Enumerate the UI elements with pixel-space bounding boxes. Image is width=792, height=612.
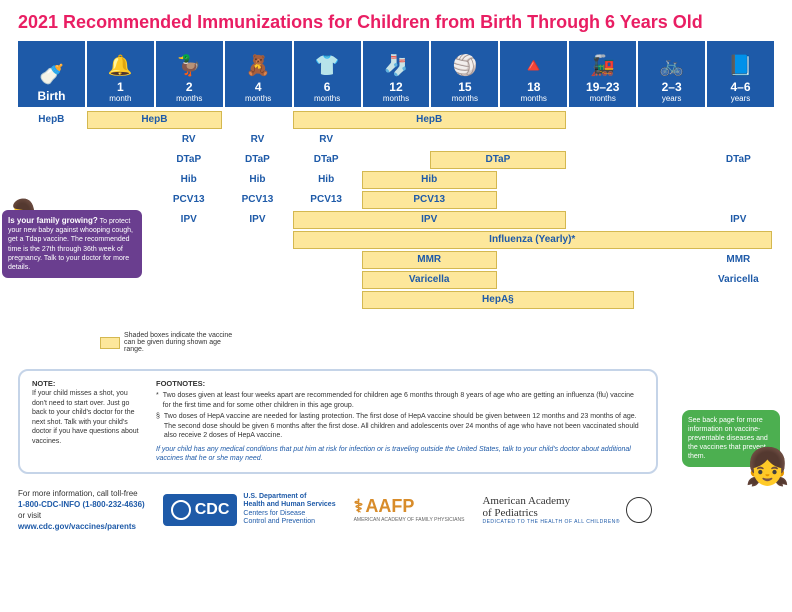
legend-text: Shaded boxes indicate the vaccine can be… <box>124 332 240 353</box>
callout1-body: To protect your new baby against whoopin… <box>8 218 133 271</box>
chart-row: PCV13PCV13PCV13PCV13 <box>18 191 774 209</box>
note-heading: NOTE: <box>32 379 55 388</box>
vaccine-label: PCV13 <box>224 191 291 209</box>
age-column: 🚂19–23months <box>569 41 636 107</box>
vaccine-label: PCV13 <box>155 191 222 209</box>
vaccine-label: Hib <box>155 171 222 189</box>
vaccine-label: IPV <box>224 211 291 229</box>
usdept3: Centers for Disease <box>243 510 305 517</box>
age-column: 🔺18months <box>500 41 567 107</box>
vaccine-label: IPV <box>705 211 772 229</box>
usdept4: Control and Prevention <box>243 518 315 525</box>
vaccine-label: PCV13 <box>293 191 360 209</box>
vaccine-label: Hib <box>293 171 360 189</box>
vaccine-bar: Hib <box>362 171 497 189</box>
age-column: 🔔1month <box>87 41 154 107</box>
usdept2: Health and Human Services <box>243 501 335 508</box>
callout1-heading: Is your family growing? <box>8 216 98 225</box>
vaccine-label: DTaP <box>293 151 360 169</box>
child-icon: 👧 <box>745 446 790 488</box>
legend: Shaded boxes indicate the vaccine can be… <box>100 332 240 353</box>
vaccine-label: RV <box>155 131 222 149</box>
vaccine-label: DTaP <box>155 151 222 169</box>
vaccine-bar: Influenza (Yearly)* <box>293 231 772 249</box>
vaccine-bar: HepA§ <box>362 291 635 309</box>
chart-row: HibHibHibHib <box>18 171 774 189</box>
cdc-logo: CDC U.S. Department of Health and Human … <box>163 493 336 527</box>
vaccine-label: DTaP <box>705 151 772 169</box>
aafp-logo: ⚕AAFP AMERICAN ACADEMY OF FAMILY PHYSICI… <box>354 496 465 523</box>
age-column: 🏐15months <box>431 41 498 107</box>
chart-row: DTaPDTaPDTaPDTaPDTaP <box>18 151 774 169</box>
aafp-text: AAFP <box>365 496 414 517</box>
phone-number: 1-800-CDC-INFO (1-800-232-4636) <box>18 500 145 509</box>
info-line2: or visit <box>18 511 41 520</box>
vaccine-bar: HepB <box>87 111 222 129</box>
note-body: If your child misses a shot, you don't n… <box>32 390 139 444</box>
chart-row: HepBHepBHepB <box>18 111 774 129</box>
vaccine-label: IPV <box>155 211 222 229</box>
vaccine-bar: IPV <box>293 211 566 229</box>
usdept1: U.S. Department of <box>243 493 306 500</box>
footnote-medical: If your child has any medical conditions… <box>156 445 644 464</box>
caduceus-icon: ⚕ <box>354 496 364 517</box>
info-line1: For more information, call toll-free <box>18 489 138 498</box>
age-column: 👕6months <box>294 41 361 107</box>
age-column: 🧦12months <box>363 41 430 107</box>
contact-info: For more information, call toll-free 1-8… <box>18 488 145 533</box>
page-title: 2021 Recommended Immunizations for Child… <box>18 12 774 33</box>
age-column: 🍼Birth <box>18 41 85 107</box>
website-url: www.cdc.gov/vaccines/parents <box>18 522 136 531</box>
vaccine-label: Varicella <box>705 271 772 289</box>
vaccine-label: Hib <box>224 171 291 189</box>
footer: For more information, call toll-free 1-8… <box>18 488 774 533</box>
vaccine-label: MMR <box>705 251 772 269</box>
aap-logo: American Academyof Pediatrics DEDICATED … <box>482 495 652 525</box>
footnote-box: NOTE: If your child misses a shot, you d… <box>18 369 658 474</box>
aap-subtitle: DEDICATED TO THE HEALTH OF ALL CHILDREN® <box>482 519 620 525</box>
fn-heading: FOOTNOTES: <box>156 379 205 388</box>
age-column: 🦆2months <box>156 41 223 107</box>
vaccine-bar: PCV13 <box>362 191 497 209</box>
vaccine-label: DTaP <box>224 151 291 169</box>
family-growing-callout: Is your family growing? To protect your … <box>2 210 142 278</box>
aap-line2: of Pediatrics <box>482 507 537 519</box>
vaccine-label: RV <box>224 131 291 149</box>
vaccine-bar: HepB <box>293 111 566 129</box>
aap-line1: American Academy <box>482 495 570 507</box>
vaccine-label: HepB <box>18 111 85 129</box>
age-header-row: 🍼Birth🔔1month🦆2months🧸4months👕6months🧦12… <box>18 41 774 107</box>
cdc-text: CDC <box>195 501 230 519</box>
age-column: 🧸4months <box>225 41 292 107</box>
aafp-subtitle: AMERICAN ACADEMY OF FAMILY PHYSICIANS <box>354 517 465 523</box>
chart-row: RVRVRV <box>18 131 774 149</box>
vaccine-label: RV <box>293 131 360 149</box>
chart-row: HepA§ <box>18 291 774 309</box>
vaccine-bar: DTaP <box>430 151 565 169</box>
vaccine-bar: MMR <box>362 251 497 269</box>
aap-seal-icon <box>626 497 652 523</box>
age-column: 📘4–6years <box>707 41 774 107</box>
legend-swatch <box>100 337 120 349</box>
cdc-circle-icon <box>171 500 191 520</box>
vaccine-bar: Varicella <box>362 271 497 289</box>
footnote-1: Two doses given at least four weeks apar… <box>163 391 644 410</box>
footnote-2: Two doses of HepA vaccine are needed for… <box>164 412 644 440</box>
age-column: 🚲2–3years <box>638 41 705 107</box>
